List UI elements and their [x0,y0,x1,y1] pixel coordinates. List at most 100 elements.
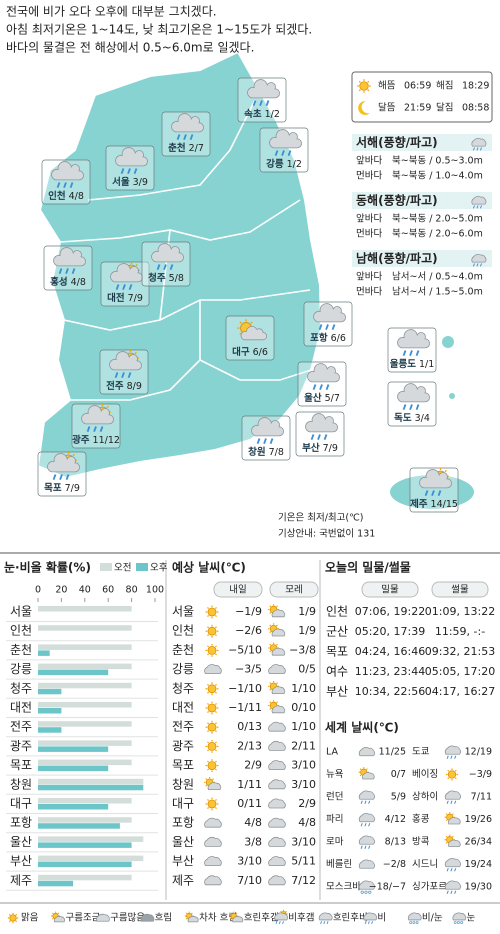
tide-low: 01:09, 13:22 [425,605,495,618]
sun [9,914,17,922]
cloud [313,303,346,323]
sun-ray [269,708,272,710]
weather-icon [268,721,286,732]
cloud [53,247,86,267]
raindrop [409,404,413,411]
cloud [471,196,487,205]
raindrop [169,264,174,271]
cloud [363,912,378,921]
snowflake [360,890,364,894]
category-label: 광주 [10,739,32,753]
raindrop [476,205,479,209]
weather-icon [305,413,338,441]
sun [207,703,217,713]
raindrop [263,438,267,445]
forecast-temp: 2/13 [237,739,262,752]
sun-ray [205,784,208,787]
weather-icon [268,798,286,809]
weather-icon [444,880,462,894]
sun-ray [214,741,217,744]
sun [207,742,217,751]
bar [38,842,132,848]
city-temp: 3/4 [415,413,430,424]
sun-ray [8,920,11,923]
weather-icon [205,624,219,638]
weather-icon [140,913,155,922]
sun-ray [207,634,210,637]
raindrop [56,182,61,189]
x-tick-label: 20 [55,585,67,596]
ulleung-island [442,336,454,348]
weather-icon [205,740,219,753]
sun-ray [207,768,210,771]
bar [38,861,132,868]
snowflake [364,890,368,894]
cloud [51,161,84,181]
cloud [268,721,286,732]
raindrop [133,168,138,175]
sun-ray [207,691,210,694]
sun-ray [214,730,217,733]
raindrop [127,372,132,379]
cloud [397,329,430,349]
forecast-temp: −1/11 [228,701,262,714]
raindrop [278,921,281,925]
world-city: 싱가포르 [412,882,447,893]
x-tick-label: 0 [35,585,41,596]
x-tick-label: 100 [146,585,164,596]
forecast-city: 제주 [172,873,194,887]
sea-header-bg [352,250,492,267]
cloud [268,798,286,809]
raindrop [115,284,120,291]
sun-ray [269,605,272,608]
tide-title: 오늘의 밀물/썰물 [325,560,411,575]
weather-icon [268,700,286,714]
raindrop [59,474,63,481]
bar [38,688,62,695]
cloud [204,664,222,674]
raindrop [437,490,442,497]
weather-icon [444,834,461,847]
raindrop [63,182,67,189]
sun-ray [8,913,11,916]
headline: 바다의 물결은 전 해상에서 0.5~6.0m로 일겠다. [6,41,254,55]
sun-ray [214,806,217,809]
sun-ray [207,799,210,802]
forecast-temp: 7/10 [237,874,262,887]
sun-ray [367,80,370,83]
bar [38,650,50,656]
bar [38,682,132,689]
world-city: 방콕 [412,837,430,848]
world-city: 파리 [326,814,343,825]
weather-icon [358,746,376,757]
raindrop [312,384,317,391]
raindrop [265,100,270,107]
sea-row-value: 북~북동 / 0.5~3.0m [392,156,483,167]
weather-icon [268,760,286,770]
forecast-temp: −3/5 [235,663,262,676]
sun-ray [235,912,238,915]
raindrop [93,426,97,433]
tide-port: 군산 [326,625,348,639]
weather-icon [151,243,184,271]
forecast-city: 부산 [172,854,194,868]
world-temp: −3/9 [469,769,492,780]
raindrop [163,264,167,271]
weather-icon [269,129,302,157]
headline: 전국에 비가 오다 오후에 대부분 그치겠다. [6,5,217,19]
cloud [271,705,286,714]
forecast-temp: 5/11 [291,855,316,868]
sun [207,607,217,617]
cloud [274,912,289,921]
tide-high: 10:34, 22:56 [355,685,425,698]
raindrop [282,921,284,925]
bar [38,625,132,631]
city-label: 춘천 2/7 [168,142,204,154]
sun-moon-label: 해뜸 [378,80,396,92]
sea-title: 남해(풍향/파고) [356,251,438,266]
sun-ray [205,778,208,780]
city-temp: 5/7 [325,393,340,404]
cloud [361,772,375,780]
sun-ray [207,626,210,629]
raindrop [323,921,326,925]
